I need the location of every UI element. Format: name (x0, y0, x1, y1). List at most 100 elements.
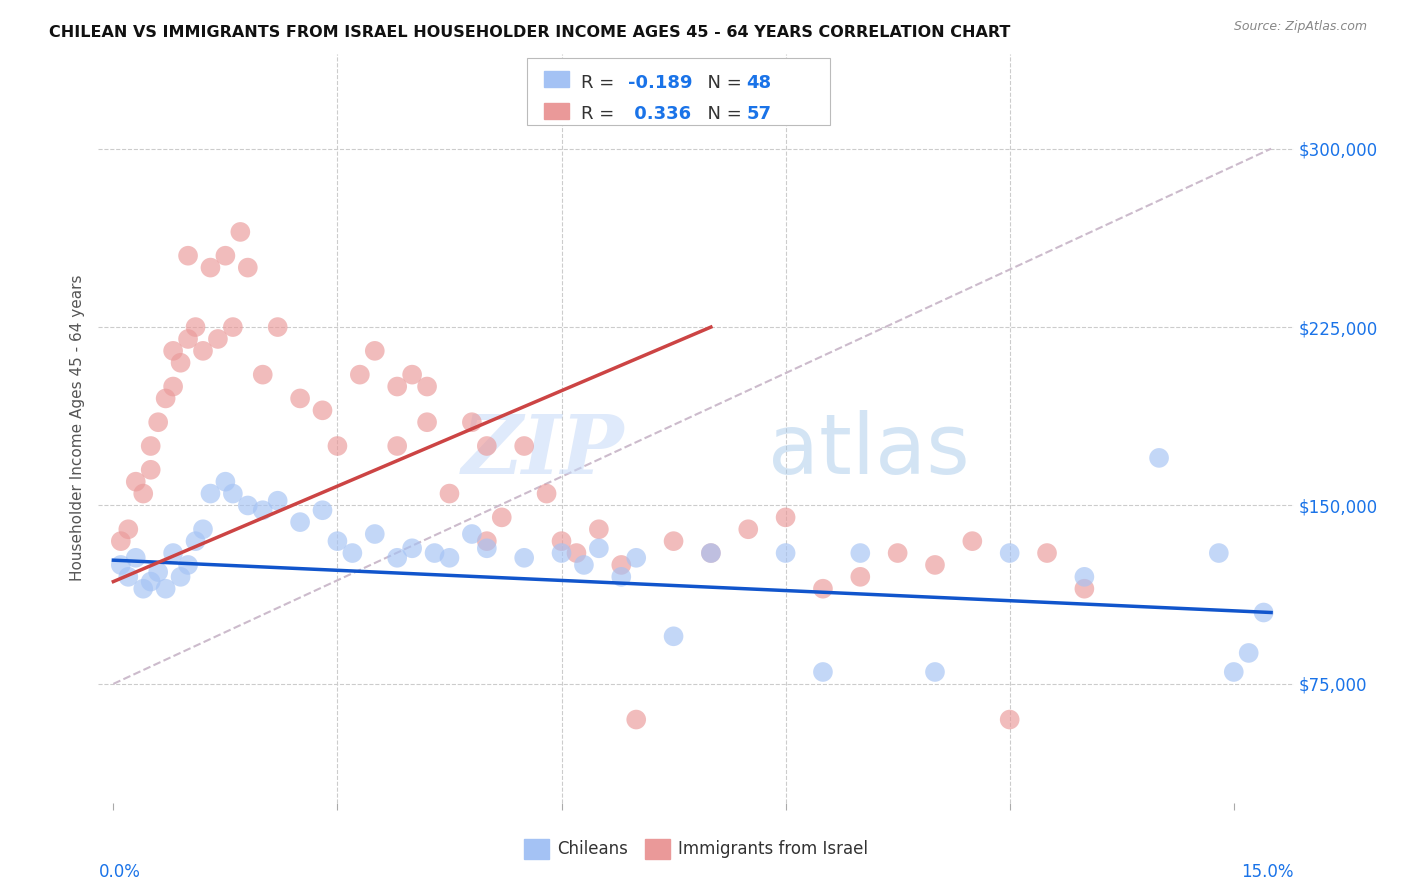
Chileans (513, 550, 536, 565)
Immigrants from Israel (326, 439, 349, 453)
Immigrants from Israel (222, 320, 245, 334)
Immigrants from Israel (737, 522, 759, 536)
Immigrants from Israel (536, 486, 558, 500)
Chileans (849, 546, 872, 560)
Immigrants from Israel (1036, 546, 1059, 560)
Chileans (475, 541, 498, 556)
Immigrants from Israel (311, 403, 333, 417)
Immigrants from Israel (207, 332, 229, 346)
Chileans (588, 541, 610, 556)
Text: N =: N = (696, 105, 748, 123)
Chileans (1147, 450, 1170, 465)
Text: ZIP: ZIP (461, 410, 624, 491)
Text: -0.189: -0.189 (628, 74, 693, 92)
Immigrants from Israel (364, 343, 387, 358)
Immigrants from Israel (191, 343, 214, 358)
Immigrants from Israel (155, 392, 177, 406)
Text: R =: R = (581, 105, 620, 123)
Chileans (214, 475, 236, 489)
Chileans (139, 574, 162, 589)
Text: N =: N = (696, 74, 748, 92)
Chileans (288, 515, 311, 529)
Chileans (1237, 646, 1260, 660)
Chileans (811, 665, 834, 679)
Immigrants from Israel (588, 522, 610, 536)
Immigrants from Israel (177, 332, 200, 346)
Immigrants from Israel (110, 534, 132, 549)
Immigrants from Israel (125, 475, 148, 489)
Chileans (572, 558, 595, 572)
Chileans (924, 665, 946, 679)
Immigrants from Israel (700, 546, 723, 560)
Text: 57: 57 (747, 105, 772, 123)
Immigrants from Israel (550, 534, 572, 549)
Chileans (169, 570, 191, 584)
Chileans (110, 558, 132, 572)
Immigrants from Israel (148, 415, 170, 429)
Immigrants from Israel (162, 379, 184, 393)
Immigrants from Israel (461, 415, 484, 429)
Chileans (326, 534, 349, 549)
Chileans (177, 558, 200, 572)
Chileans (610, 570, 633, 584)
Chileans (1073, 570, 1095, 584)
Chileans (385, 550, 409, 565)
Immigrants from Israel (117, 522, 139, 536)
Chileans (184, 534, 207, 549)
Immigrants from Israel (349, 368, 371, 382)
Legend: Chileans, Immigrants from Israel: Chileans, Immigrants from Israel (517, 832, 875, 865)
Chileans (550, 546, 572, 560)
Immigrants from Israel (811, 582, 834, 596)
Chileans (200, 486, 222, 500)
Immigrants from Israel (385, 439, 409, 453)
Immigrants from Israel (385, 379, 409, 393)
Immigrants from Israel (214, 249, 236, 263)
Immigrants from Israel (439, 486, 461, 500)
Text: 48: 48 (747, 74, 772, 92)
Text: 15.0%: 15.0% (1241, 863, 1294, 880)
Chileans (125, 550, 148, 565)
Chileans (439, 550, 461, 565)
Chileans (1253, 606, 1275, 620)
Text: atlas: atlas (768, 410, 969, 491)
Immigrants from Israel (962, 534, 984, 549)
Immigrants from Israel (491, 510, 513, 524)
Immigrants from Israel (184, 320, 207, 334)
Immigrants from Israel (513, 439, 536, 453)
Immigrants from Israel (626, 713, 648, 727)
Text: 0.336: 0.336 (628, 105, 692, 123)
Immigrants from Israel (162, 343, 184, 358)
Immigrants from Israel (288, 392, 311, 406)
Chileans (775, 546, 797, 560)
Immigrants from Israel (139, 463, 162, 477)
Chileans (461, 527, 484, 541)
Chileans (423, 546, 446, 560)
Chileans (342, 546, 364, 560)
Chileans (311, 503, 333, 517)
Immigrants from Israel (565, 546, 588, 560)
Chileans (267, 493, 290, 508)
Immigrants from Israel (132, 486, 155, 500)
Immigrants from Israel (416, 415, 439, 429)
Chileans (191, 522, 214, 536)
Chileans (132, 582, 155, 596)
Chileans (117, 570, 139, 584)
Chileans (222, 486, 245, 500)
Text: R =: R = (581, 74, 620, 92)
Immigrants from Israel (169, 356, 191, 370)
Immigrants from Israel (849, 570, 872, 584)
Chileans (998, 546, 1021, 560)
Chileans (1223, 665, 1246, 679)
Chileans (1208, 546, 1230, 560)
Immigrants from Israel (1073, 582, 1095, 596)
Chileans (162, 546, 184, 560)
Chileans (662, 629, 685, 643)
Immigrants from Israel (998, 713, 1021, 727)
Chileans (252, 503, 274, 517)
Immigrants from Israel (177, 249, 200, 263)
Immigrants from Israel (924, 558, 946, 572)
Immigrants from Israel (267, 320, 290, 334)
Immigrants from Israel (200, 260, 222, 275)
Chileans (626, 550, 648, 565)
Chileans (236, 499, 259, 513)
